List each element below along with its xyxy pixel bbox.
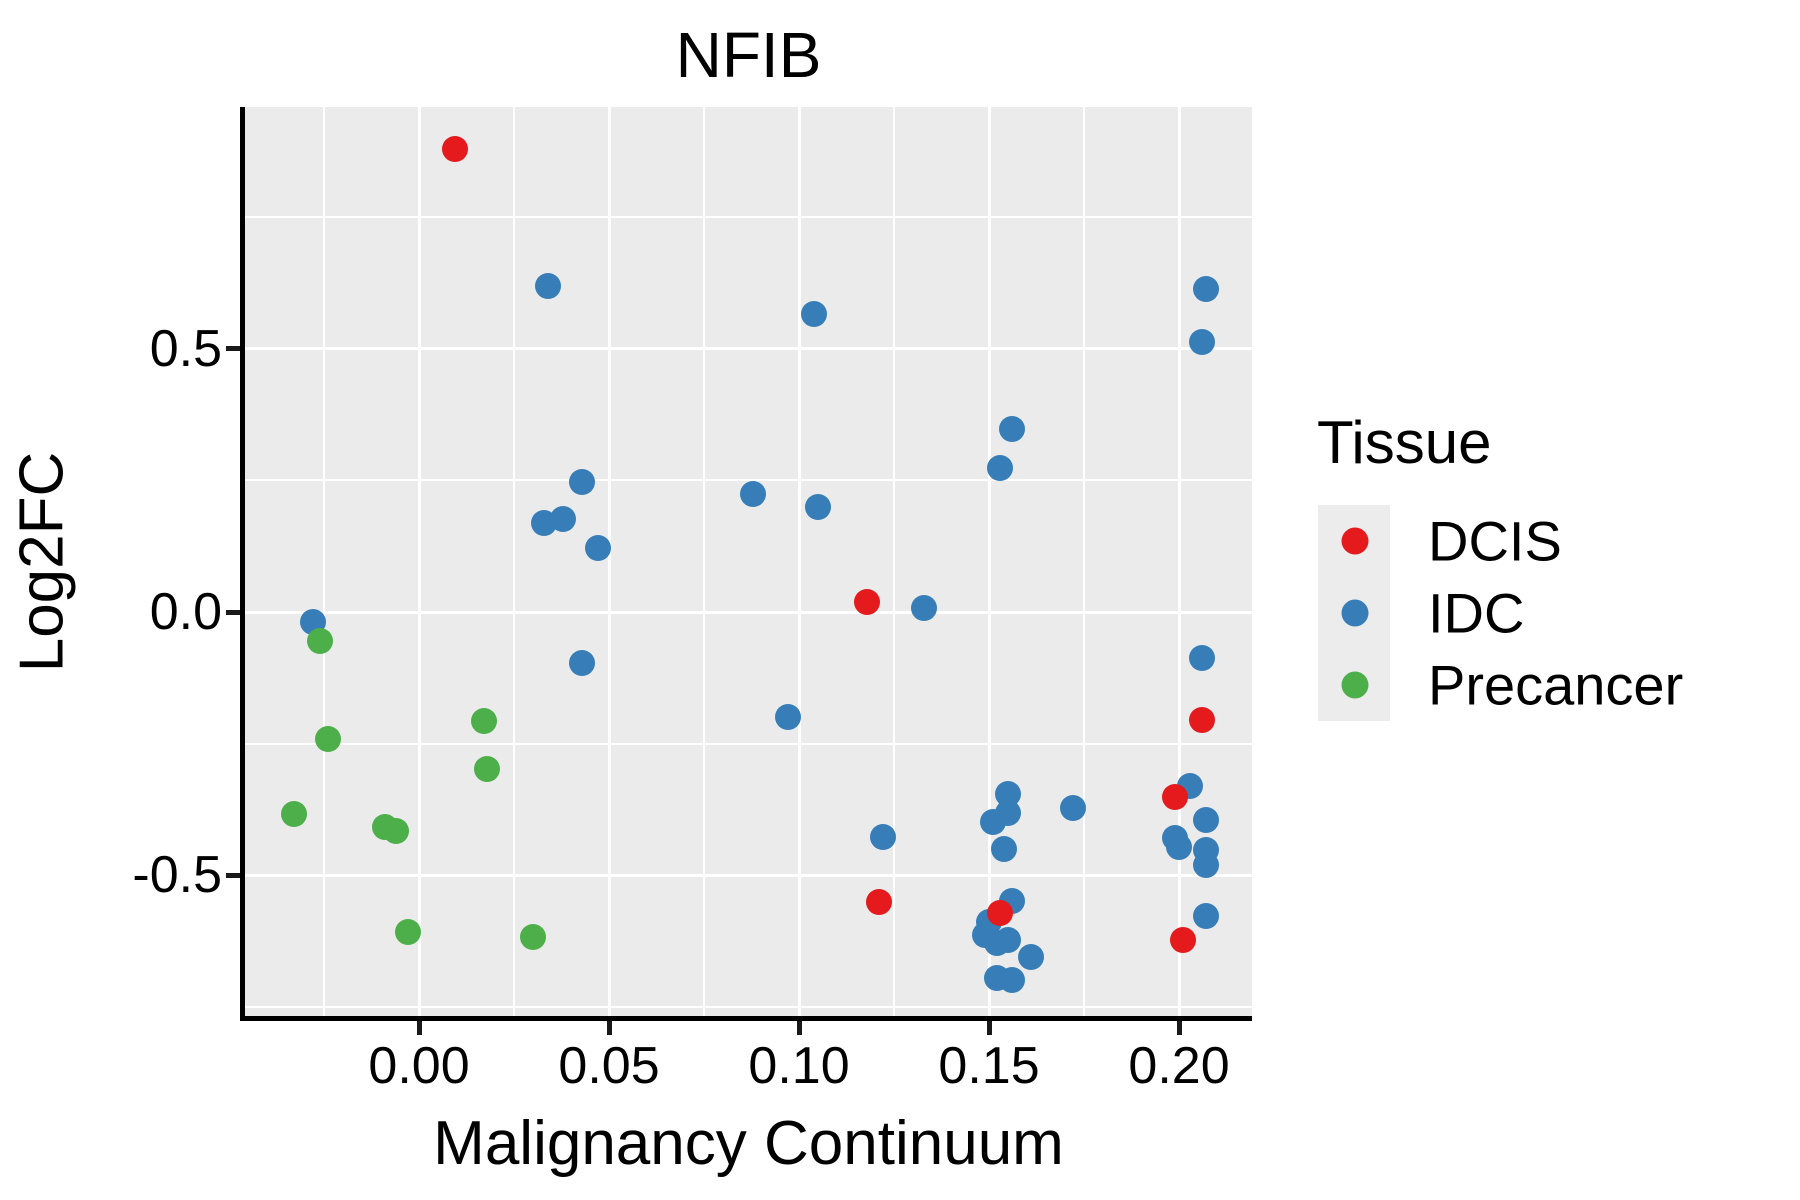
- data-point-idc: [740, 481, 767, 508]
- y-axis-title: Log2FC: [7, 451, 77, 673]
- legend-label-idc: IDC: [1428, 581, 1525, 645]
- y-gridline: [245, 873, 1252, 877]
- idc-legend-dot-icon: [1341, 599, 1369, 627]
- x-gridline: [1177, 107, 1181, 1016]
- data-point-idc: [995, 927, 1022, 954]
- dcis-legend-dot-icon: [1341, 527, 1369, 555]
- legend-title: Tissue: [1317, 409, 1492, 476]
- data-point-idc: [998, 967, 1025, 994]
- data-point-idc: [979, 808, 1006, 835]
- data-point-precancer: [474, 756, 501, 783]
- data-point-idc: [550, 505, 577, 532]
- data-point-precancer: [307, 627, 334, 654]
- x-gridline: [1083, 107, 1086, 1016]
- data-point-idc: [1192, 903, 1219, 930]
- x-gridline: [607, 107, 611, 1016]
- data-point-idc: [774, 704, 801, 731]
- y-gridline: [245, 216, 1252, 219]
- precancer-legend-dot-icon: [1341, 671, 1369, 699]
- data-point-idc: [1188, 644, 1215, 671]
- data-point-idc: [569, 650, 596, 677]
- x-tick-mark: [796, 1021, 802, 1035]
- x-gridline: [513, 107, 516, 1016]
- x-tick-mark: [1176, 1021, 1182, 1035]
- y-tick-label: 0.0: [149, 583, 222, 641]
- data-point-idc: [869, 824, 896, 851]
- x-gridline: [417, 107, 421, 1016]
- x-gridline: [987, 107, 991, 1016]
- x-gridline: [797, 107, 801, 1016]
- x-tick-label: 0.10: [748, 1037, 850, 1095]
- data-point-precancer: [280, 801, 307, 827]
- data-point-precancer: [520, 924, 547, 951]
- y-gridline: [245, 347, 1252, 351]
- data-point-precancer: [314, 725, 341, 752]
- data-point-dcis: [865, 888, 892, 915]
- data-point-idc: [911, 594, 938, 621]
- plot-title: NFIB: [675, 19, 822, 91]
- y-gridline: [245, 1005, 1252, 1008]
- data-point-dcis: [442, 136, 469, 163]
- y-tick-mark: [226, 346, 240, 352]
- x-tick-label: 0.00: [368, 1037, 470, 1095]
- legend-label-dcis: DCIS: [1428, 509, 1562, 573]
- x-tick-mark: [986, 1021, 992, 1035]
- data-point-dcis: [854, 589, 881, 615]
- x-gridline: [323, 107, 326, 1016]
- data-point-precancer: [394, 918, 421, 945]
- y-tick-label: -0.5: [132, 846, 222, 905]
- plot-panel: [245, 107, 1252, 1016]
- y-gridline: [245, 742, 1252, 745]
- data-point-idc: [801, 300, 828, 327]
- data-point-idc: [998, 415, 1025, 442]
- y-tick-mark: [226, 872, 240, 878]
- data-point-idc: [1192, 806, 1219, 833]
- x-axis-line: [240, 1016, 1252, 1021]
- x-tick-mark: [606, 1021, 612, 1035]
- data-point-dcis: [987, 899, 1014, 926]
- x-gridline: [893, 107, 896, 1016]
- data-point-idc: [1059, 795, 1086, 822]
- y-tick-label: 0.5: [149, 319, 222, 378]
- data-point-idc: [805, 493, 832, 520]
- data-point-dcis: [1169, 927, 1196, 954]
- data-point-idc: [987, 454, 1014, 481]
- data-point-idc: [535, 272, 562, 299]
- y-axis-line: [240, 107, 245, 1021]
- data-point-precancer: [383, 817, 410, 844]
- x-tick-mark: [416, 1021, 422, 1035]
- data-point-dcis: [1162, 784, 1189, 811]
- data-point-idc: [1017, 944, 1044, 971]
- data-point-idc: [1192, 276, 1219, 302]
- y-gridline: [245, 610, 1252, 614]
- data-point-idc: [584, 534, 611, 561]
- x-tick-label: 0.20: [1128, 1037, 1230, 1095]
- y-tick-mark: [226, 609, 240, 615]
- x-tick-label: 0.05: [558, 1037, 660, 1095]
- x-gridline: [703, 107, 706, 1016]
- data-point-precancer: [470, 707, 497, 734]
- data-point-dcis: [1188, 706, 1215, 733]
- y-gridline: [245, 479, 1252, 482]
- x-axis-title: Malignancy Continuum: [433, 1109, 1064, 1178]
- data-point-idc: [1188, 329, 1215, 356]
- data-point-idc: [569, 469, 596, 496]
- data-point-idc: [1166, 834, 1193, 861]
- x-tick-label: 0.15: [938, 1037, 1040, 1095]
- data-point-idc: [991, 836, 1018, 863]
- legend-label-precancer: Precancer: [1428, 653, 1684, 717]
- data-point-idc: [1192, 852, 1219, 879]
